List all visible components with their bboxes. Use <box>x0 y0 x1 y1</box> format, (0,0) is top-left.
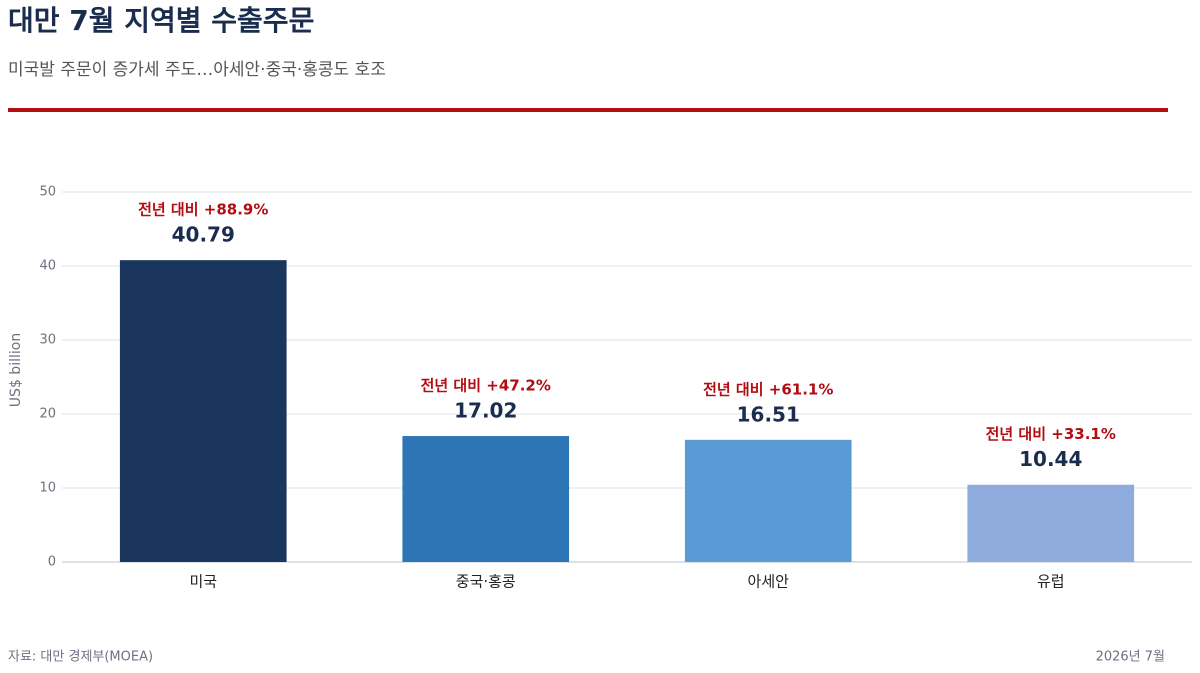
annotation: 전년 대비 +61.1% <box>703 380 833 398</box>
bar <box>967 484 1135 562</box>
chart-subtitle: 미국발 주문이 증가세 주도…아세안·중국·홍콩도 호조 <box>8 60 386 80</box>
value-label: 40.79 <box>172 223 235 247</box>
y-tick-label: 20 <box>39 407 56 422</box>
value-label: 17.02 <box>454 399 517 423</box>
y-axis-label: US$ billion <box>8 333 24 407</box>
bar <box>119 260 287 562</box>
x-tick-label: 미국 <box>189 573 217 591</box>
bar <box>402 436 570 562</box>
title-rule <box>8 108 1168 112</box>
y-tick-label: 0 <box>48 555 56 570</box>
annotation: 전년 대비 +47.2% <box>421 377 551 395</box>
annotation: 전년 대비 +33.1% <box>986 425 1116 443</box>
annotation: 전년 대비 +88.9% <box>138 201 268 219</box>
y-tick-label: 50 <box>39 185 56 200</box>
x-tick-label: 중국·홍콩 <box>456 573 516 591</box>
value-label: 16.51 <box>737 402 800 426</box>
date: 2026년 7월 <box>1096 650 1165 665</box>
x-tick-label: 유럽 <box>1037 573 1065 591</box>
y-tick-label: 10 <box>39 481 56 496</box>
x-tick-label: 아세안 <box>748 573 790 591</box>
y-tick-label: 40 <box>39 259 56 274</box>
value-label: 10.44 <box>1019 447 1082 471</box>
chart-title: 대만 7월 지역별 수출주문 <box>8 4 314 37</box>
bar <box>684 439 852 562</box>
source: 자료: 대만 경제부(MOEA) <box>8 650 153 665</box>
y-tick-label: 30 <box>39 333 56 348</box>
